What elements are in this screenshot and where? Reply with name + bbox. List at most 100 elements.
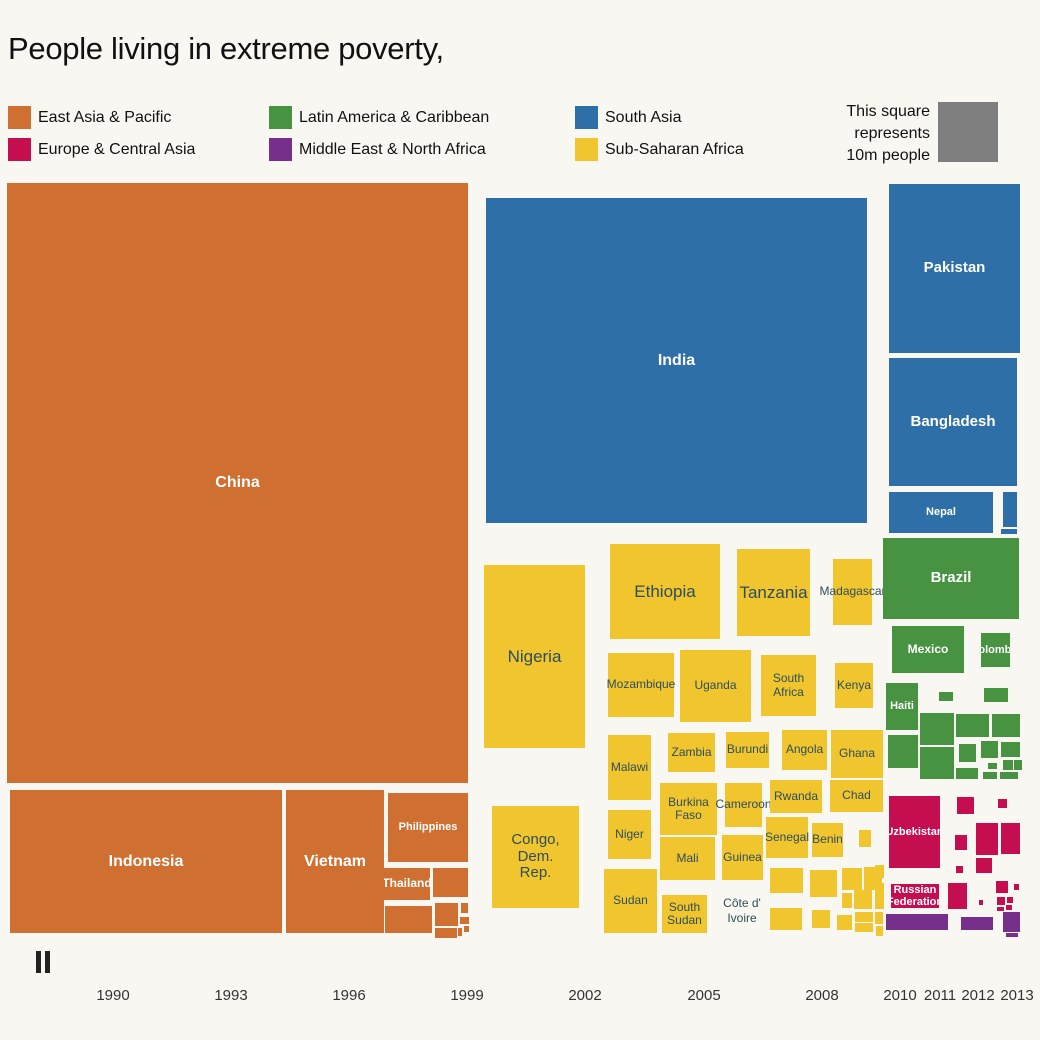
- country-block-mozambique[interactable]: Mozambique: [606, 653, 676, 717]
- block-ssa: [875, 912, 883, 924]
- floating-label-c-te-d-ivoire: Côte d' Ivoire: [723, 896, 761, 926]
- country-block-rwanda[interactable]: Rwanda: [770, 780, 822, 813]
- block-label: Senegal: [764, 829, 810, 844]
- country-block-ghana[interactable]: Ghana: [831, 730, 883, 778]
- block-eca: [1007, 897, 1013, 903]
- legend-item-ssa: Sub-Saharan Africa: [575, 138, 744, 161]
- country-block-cameroon[interactable]: Cameroon: [715, 783, 772, 827]
- block-lac: [959, 744, 976, 762]
- country-block-malawi[interactable]: Malawi: [608, 735, 651, 800]
- block-label: Vietnam: [304, 852, 366, 870]
- country-block-zambia[interactable]: Zambia: [668, 733, 715, 772]
- block-eca: [997, 897, 1005, 905]
- country-block-niger[interactable]: Niger: [608, 810, 651, 859]
- block-lac: [1001, 742, 1020, 757]
- timeline-year-2002[interactable]: 2002: [568, 987, 602, 1004]
- timeline-year-2012[interactable]: 2012: [961, 987, 995, 1004]
- block-lac: [920, 713, 954, 745]
- country-block-tanzania[interactable]: Tanzania: [737, 549, 810, 636]
- country-block-china[interactable]: China: [7, 183, 468, 783]
- timeline-year-1999[interactable]: 1999: [450, 987, 484, 1004]
- legend-item-mena: Middle East & North Africa: [269, 138, 486, 161]
- block-label: Philippines: [398, 821, 458, 834]
- country-block-uzbekistan[interactable]: Uzbekistan: [889, 796, 940, 868]
- country-block-madagascar[interactable]: Madagascar: [819, 559, 886, 625]
- timeline-year-2005[interactable]: 2005: [687, 987, 721, 1004]
- block-label: China: [215, 474, 260, 492]
- country-block-nigeria[interactable]: Nigeria: [484, 565, 585, 748]
- timeline-year-2008[interactable]: 2008: [805, 987, 839, 1004]
- country-block-burkina-faso[interactable]: Burkina Faso: [660, 783, 717, 835]
- country-block-congo-dem-rep[interactable]: Congo, Dem. Rep.: [492, 806, 579, 908]
- timeline-year-1996[interactable]: 1996: [332, 987, 366, 1004]
- block-label: Niger: [615, 826, 644, 841]
- block-lac: [992, 714, 1020, 737]
- country-block-bangladesh[interactable]: Bangladesh: [889, 358, 1017, 486]
- block-label: Faso: [675, 808, 702, 822]
- block-eca: [979, 900, 983, 905]
- block-ssa: [810, 870, 837, 897]
- block-label: Africa: [773, 684, 804, 699]
- country-block-india[interactable]: India: [486, 198, 867, 523]
- country-block-brazil[interactable]: Brazil: [883, 538, 1019, 619]
- block-label: Mozambique: [606, 677, 676, 692]
- block-label: Cameroon: [715, 797, 772, 812]
- pause-button[interactable]: [36, 951, 52, 973]
- block-ssa: [854, 890, 872, 909]
- country-block-colombia[interactable]: Colombia: [981, 633, 1010, 667]
- block-ssa: [875, 883, 884, 909]
- country-block-mexico[interactable]: Mexico: [892, 626, 964, 673]
- country-block-benin[interactable]: Benin: [812, 823, 843, 857]
- country-block-thailand[interactable]: Thailand: [384, 868, 430, 900]
- block-label: Uganda: [694, 678, 737, 693]
- block-label: Dem.: [517, 847, 554, 865]
- timeline-year-1993[interactable]: 1993: [214, 987, 248, 1004]
- block-lac: [981, 741, 998, 758]
- block-label: Benin: [812, 832, 843, 847]
- block-label: Pakistan: [923, 259, 986, 277]
- country-block-guinea[interactable]: Guinea: [722, 835, 763, 880]
- country-block-ethiopia[interactable]: Ethiopia: [610, 544, 720, 639]
- country-block-chad[interactable]: Chad: [830, 780, 883, 812]
- country-block-nepal[interactable]: Nepal: [889, 492, 993, 533]
- block-label: Tanzania: [739, 582, 808, 602]
- country-block-russian-federation[interactable]: RussianFederation: [891, 884, 939, 908]
- block-label: Zambia: [671, 744, 712, 759]
- country-block-c-te-d-ivoire[interactable]: [770, 868, 803, 893]
- block-label: Colombia: [981, 643, 1010, 656]
- block-eca: [976, 858, 992, 873]
- legend-swatch-eap: [8, 106, 31, 129]
- timeline-year-2013[interactable]: 2013: [1000, 987, 1034, 1004]
- block-label: Chad: [842, 788, 871, 803]
- country-block-senegal[interactable]: Senegal: [764, 817, 810, 858]
- block-label: Kenya: [836, 677, 872, 692]
- country-block-sudan[interactable]: Sudan: [604, 869, 657, 933]
- block-sa: [1003, 492, 1017, 527]
- block-ssa: [837, 915, 852, 930]
- legend-item-eca: Europe & Central Asia: [8, 138, 195, 161]
- country-block-kenya[interactable]: Kenya: [835, 663, 873, 708]
- block-eca: [948, 883, 967, 909]
- country-block-haiti[interactable]: Haiti: [886, 683, 918, 730]
- country-block-mali[interactable]: Mali: [660, 837, 715, 880]
- country-block-uganda[interactable]: Uganda: [680, 650, 751, 722]
- scale-note-line: This square: [846, 103, 930, 120]
- legend-label: East Asia & Pacific: [38, 108, 172, 126]
- block-mena: [1006, 933, 1018, 937]
- block-label: Congo,: [511, 830, 560, 848]
- country-block-south-sudan[interactable]: South Sudan: [662, 895, 707, 933]
- country-block-indonesia[interactable]: Indonesia: [10, 790, 282, 933]
- timeline-year-1990[interactable]: 1990: [96, 987, 130, 1004]
- country-block-angola[interactable]: Angola: [782, 730, 827, 770]
- timeline-year-2010[interactable]: 2010: [883, 987, 917, 1004]
- country-block-vietnam[interactable]: Vietnam: [286, 790, 384, 933]
- country-block-philippines[interactable]: Philippines: [388, 793, 468, 862]
- block-label: Rwanda: [773, 788, 819, 803]
- block-lac: [956, 768, 978, 779]
- country-block-burundi[interactable]: Burundi: [726, 732, 769, 768]
- country-block-pakistan[interactable]: Pakistan: [889, 184, 1020, 353]
- country-block-south-africa[interactable]: South Africa: [761, 655, 816, 716]
- scale-note-line: 10m people: [846, 147, 930, 164]
- timeline-year-2011[interactable]: 2011: [923, 987, 957, 1004]
